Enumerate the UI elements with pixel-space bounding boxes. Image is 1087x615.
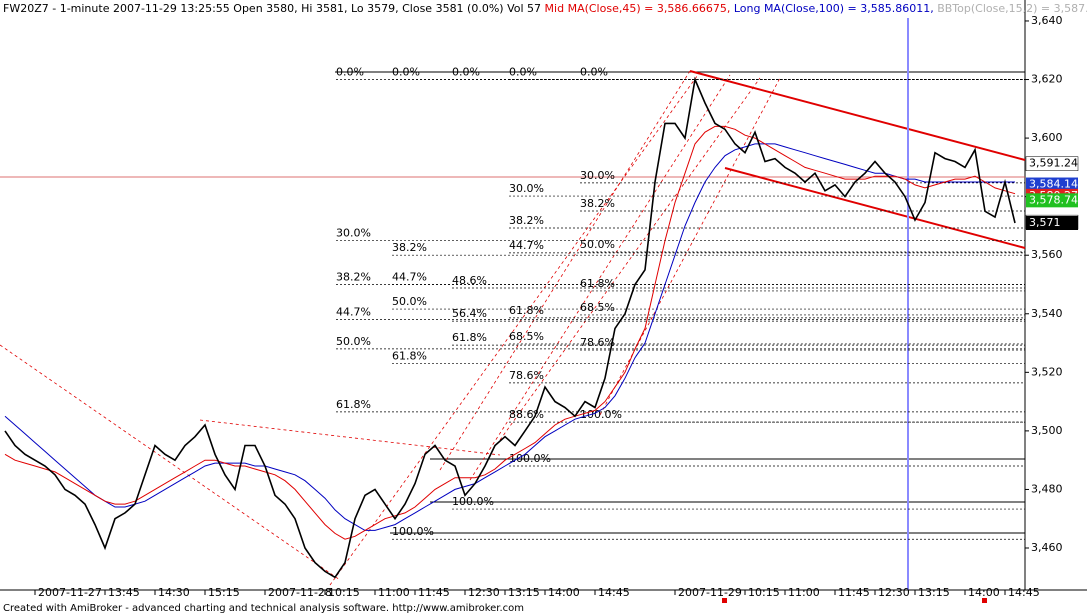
trend-line — [0, 344, 341, 581]
fib-label: 30.0% — [509, 182, 544, 195]
y-tick-label: 3,540 — [1031, 307, 1063, 320]
fib-label: 78.6% — [580, 336, 615, 349]
fib-label: 68.5% — [580, 301, 615, 314]
y-tick-label: 3,520 — [1031, 365, 1063, 378]
fib-label: 61.8% — [580, 277, 615, 290]
x-tick-label: 12:30 — [468, 586, 500, 599]
trend-line — [439, 70, 691, 471]
fib-label: 0.0% — [452, 66, 480, 79]
channel-line — [724, 167, 1026, 249]
header-bbtop: BBTop(Close,15,2) = 3,587.0 — [937, 2, 1087, 15]
channel-line — [689, 70, 1026, 161]
price-marker: 3,591.24 — [1025, 156, 1079, 171]
price-marker-label: 3,584.14 — [1029, 178, 1078, 191]
x-tick-label: 12:30 — [878, 586, 910, 599]
fib-label: 38.2% — [580, 197, 615, 210]
fib-label: 30.0% — [580, 169, 615, 182]
fib-label: 50.0% — [336, 335, 371, 348]
header-mid-ma: Mid MA(Close,45) = 3,586.66675, — [545, 2, 731, 15]
price-marker-box — [1026, 216, 1078, 230]
x-tick-label: 14:30 — [158, 586, 190, 599]
y-tick-label: 3,500 — [1031, 424, 1063, 437]
price-marker: 3,584.14 — [1026, 177, 1078, 192]
y-tick-label: 3,640 — [1031, 14, 1063, 27]
series-line — [4, 143, 1015, 531]
drawings — [0, 18, 1026, 603]
fib-label: 56.4% — [452, 307, 487, 320]
y-tick-label: 3,460 — [1031, 541, 1063, 554]
trend-line — [599, 77, 781, 416]
fib-label: 38.2% — [509, 214, 544, 227]
x-tick-label: 11:45 — [418, 586, 450, 599]
x-tick-label: 14:45 — [1008, 586, 1040, 599]
price-marker-label: 3,591.24 — [1029, 157, 1078, 170]
x-tick-label: 11:00 — [378, 586, 410, 599]
fib-label: 38.2% — [392, 241, 427, 254]
fib-label: 61.8% — [452, 331, 487, 344]
fib-label: 100.0% — [452, 495, 494, 508]
fib-label: 0.0% — [336, 66, 364, 79]
x-tick-label: 10:15 — [328, 586, 360, 599]
price-marker-box — [1026, 193, 1078, 208]
price-marker-label: 3,571 — [1029, 216, 1061, 229]
y-tick-label: 3,600 — [1031, 131, 1063, 144]
header-long-ma: Long MA(Close,100) = 3,585.86011, — [734, 2, 934, 15]
x-tick-label: 13:15 — [508, 586, 540, 599]
fib-label: 61.8% — [392, 350, 427, 363]
fib-label: 100.0% — [509, 452, 551, 465]
series-line — [4, 125, 1016, 540]
trend-line — [469, 74, 731, 481]
x-tick-label: 15:15 — [208, 586, 240, 599]
header-symbol: FW20Z7 - 1-minute 2007-11-29 13:25:55 Op… — [3, 2, 541, 15]
footer: Created with AmiBroker - advanced charti… — [3, 603, 524, 614]
price-marker-box — [1025, 156, 1079, 171]
x-tick-label: 2007-11-29 — [678, 586, 742, 599]
x-tick-label: 11:45 — [838, 586, 870, 599]
fib-label: 50.0% — [392, 295, 427, 308]
y-tick-label: 3,560 — [1031, 248, 1063, 261]
fib-label: 100.0% — [392, 525, 434, 538]
fib-label: 50.0% — [580, 238, 615, 251]
marker — [982, 598, 987, 603]
x-tick-label: 10:15 — [748, 586, 780, 599]
trend-line — [499, 77, 761, 441]
y-tick-label: 3,620 — [1031, 73, 1063, 86]
chart-header: FW20Z7 - 1-minute 2007-11-29 13:25:55 Op… — [3, 2, 1087, 15]
x-tick-label: 2007-11-27 — [38, 586, 102, 599]
fib-label: 0.0% — [509, 66, 537, 79]
fib-label: 48.6% — [452, 274, 487, 287]
fib-label: 61.8% — [509, 304, 544, 317]
marker — [722, 598, 727, 603]
fib-label: 30.0% — [336, 227, 371, 240]
price-marker: 3,578.74 — [1026, 193, 1078, 208]
price-marker: 3,571 — [1026, 216, 1078, 230]
fib-label: 38.2% — [336, 270, 371, 283]
fib-label: 68.5% — [509, 330, 544, 343]
x-tick-label: 13:15 — [918, 586, 950, 599]
fib-label: 44.7% — [392, 270, 427, 283]
trend-line — [199, 419, 501, 456]
y-tick-label: 3,480 — [1031, 482, 1063, 495]
x-tick-label: 14:00 — [968, 586, 1000, 599]
price-marker-label: 3,578.74 — [1029, 193, 1078, 206]
x-tick-label: 14:00 — [548, 586, 580, 599]
x-tick-label: 14:45 — [598, 586, 630, 599]
fib-label: 78.6% — [509, 369, 544, 382]
x-tick-label: 11:00 — [788, 586, 820, 599]
fib-label: 44.7% — [509, 239, 544, 252]
series-line — [4, 76, 1016, 579]
fib-label: 44.7% — [336, 306, 371, 319]
fib-label: 61.8% — [336, 398, 371, 411]
fib-label: 0.0% — [392, 66, 420, 79]
fib-label: 88.6% — [509, 408, 544, 421]
x-tick-label: 13:45 — [108, 586, 140, 599]
price-marker-box — [1026, 177, 1078, 192]
x-tick-label: 2007-11-28 — [268, 586, 332, 599]
fib-label: 0.0% — [580, 66, 608, 79]
